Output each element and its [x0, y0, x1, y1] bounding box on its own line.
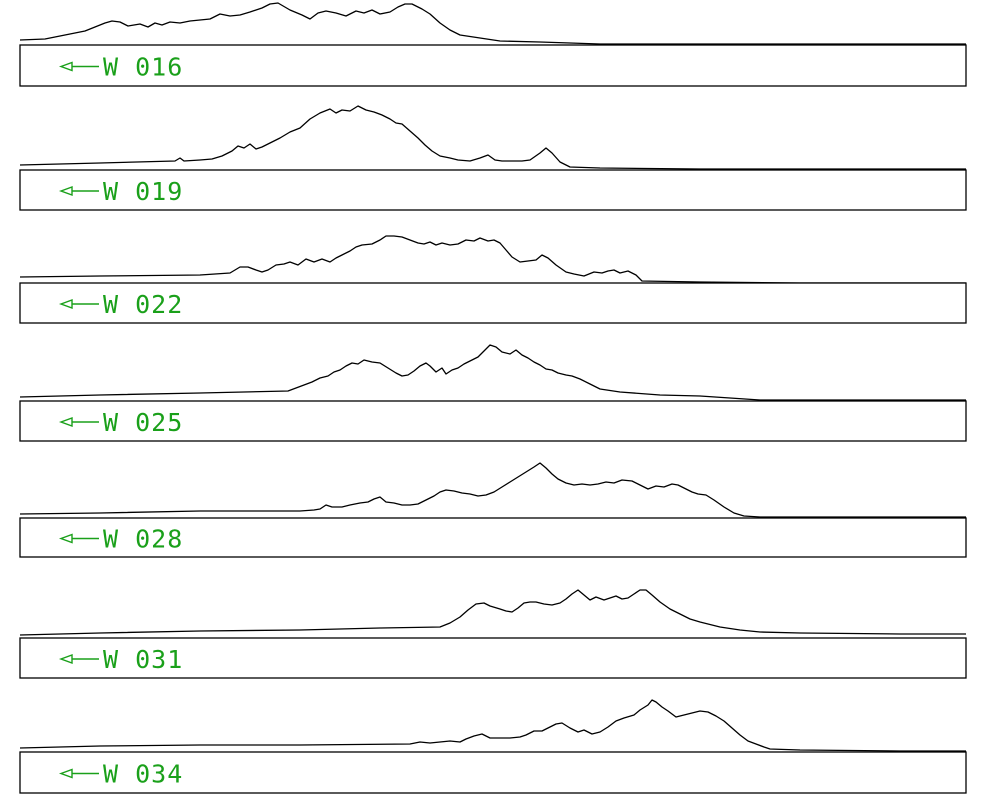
bearing-label: W 031: [103, 645, 183, 674]
bearing-label: W 022: [103, 290, 183, 319]
profile-panel: W 028: [19, 462, 967, 558]
left-arrow-icon: [58, 61, 99, 72]
profile-panel: W 034: [19, 699, 967, 794]
horizon-silhouette-line: [19, 589, 966, 636]
profile-panel: W 025: [19, 344, 967, 442]
horizon-silhouette-line: [19, 699, 966, 752]
left-arrow-icon: [58, 299, 99, 309]
horizon-silhouette-line: [19, 344, 966, 401]
panel-frame: [19, 282, 967, 324]
panel-frame: [19, 400, 967, 442]
horizon-silhouette-line: [19, 105, 966, 170]
profile-panels: W 016 W 019 W 022 W 025 W 028 W 031 W 034: [19, 2, 967, 794]
panel-frame: [19, 169, 967, 211]
panel-frame: [19, 751, 967, 794]
bearing-label: W 016: [103, 53, 183, 82]
left-arrow-icon: [58, 654, 99, 664]
horizon-silhouette-line: [19, 235, 966, 284]
left-arrow-icon: [58, 533, 99, 544]
bearing-label: W 025: [103, 408, 183, 437]
panel-frame: [19, 637, 967, 679]
panel-frame: [19, 44, 967, 87]
profile-panel: W 022: [19, 235, 967, 324]
horizon-silhouette-line: [19, 462, 966, 518]
bearing-label: W 028: [103, 525, 183, 554]
left-arrow-icon: [58, 186, 99, 196]
bearing-label: W 019: [103, 177, 183, 206]
horizon-silhouette-line: [19, 2, 966, 45]
left-arrow-icon: [58, 417, 99, 427]
profile-panel: W 016: [19, 2, 967, 87]
bearing-label: W 034: [103, 760, 183, 789]
panel-frame: [19, 517, 967, 558]
left-arrow-icon: [58, 768, 99, 779]
profile-panel: W 031: [19, 589, 967, 679]
profile-panel: W 019: [19, 105, 967, 211]
